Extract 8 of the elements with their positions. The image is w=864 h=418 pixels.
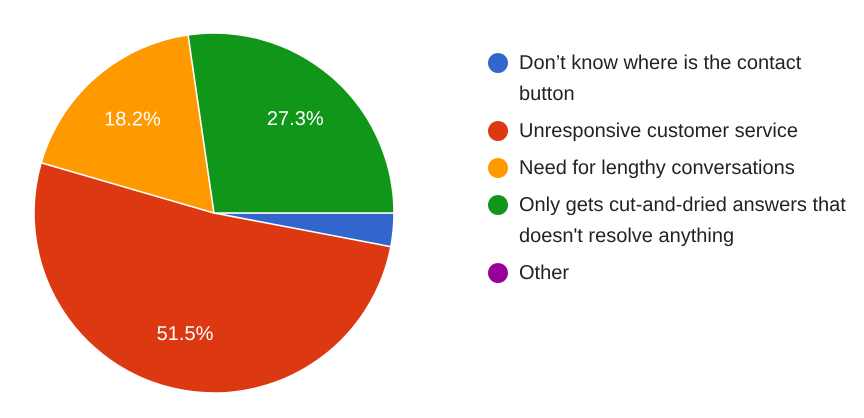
data-label: 27.3% <box>266 108 324 130</box>
legend-label: Only gets cut-and-dried answers that doesn't resolve anything <box>519 193 847 249</box>
legend-label: Other <box>519 261 570 286</box>
legend-label: Need for lengthy conversations <box>519 156 795 181</box>
legend-label: Don’t know where is the contact button <box>519 51 802 107</box>
data-label: 18.2% <box>104 108 162 130</box>
legend-label: Unresponsive customer service <box>519 119 798 144</box>
data-label: 51.5% <box>156 322 214 345</box>
